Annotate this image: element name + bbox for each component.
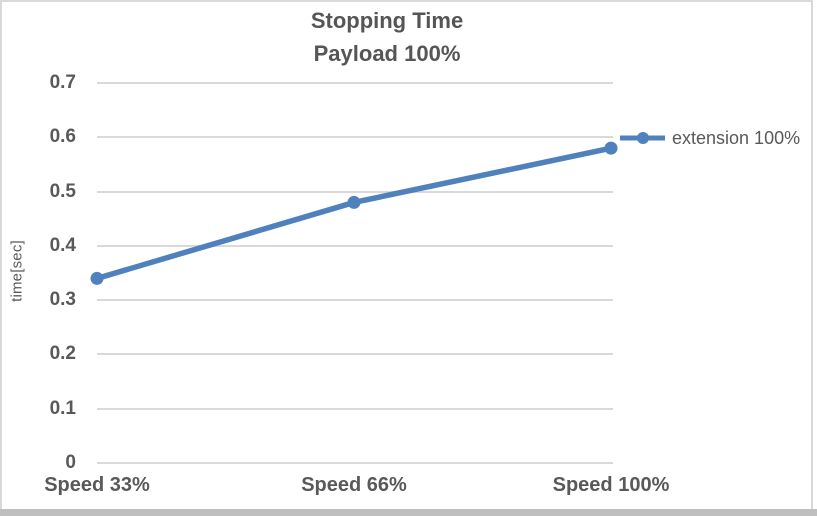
- legend-marker-icon: [620, 132, 665, 144]
- y-gridline: [97, 244, 613, 247]
- legend[interactable]: extension 100%: [619, 126, 800, 150]
- chart-title-line1: Stopping Time: [310, 8, 464, 33]
- y-gridline: [97, 353, 613, 356]
- y-axis-tick-label: 0.5: [49, 180, 76, 202]
- y-gridline: [97, 190, 613, 193]
- x-axis-category-label: Speed 100%: [552, 474, 670, 496]
- y-gridline: [97, 136, 613, 139]
- y-axis-tick-label: 0.4: [49, 234, 76, 256]
- y-axis-tick-label: 0.6: [49, 126, 76, 148]
- x-axis-category-label: Speed 33%: [44, 474, 150, 496]
- legend-series-label: extension 100%: [672, 127, 801, 148]
- y-gridline: [97, 299, 613, 302]
- y-axis-tick-label: 0: [65, 452, 76, 473]
- data-point-marker[interactable]: [90, 271, 104, 285]
- data-point-marker[interactable]: [604, 141, 618, 155]
- y-gridline: [97, 407, 613, 410]
- y-axis-tick-label: 0.1: [49, 397, 76, 419]
- window-bottom-edge: [0, 509, 817, 516]
- y-axis-tick-label: 0.3: [49, 289, 76, 311]
- series-line[interactable]: [94, 145, 614, 282]
- y-axis-tick-label: 0.7: [49, 72, 76, 93]
- chart-title: Stopping Time Payload 100%: [0, 4, 774, 70]
- y-gridline: [97, 462, 613, 464]
- x-axis-category-label: Speed 66%: [301, 474, 407, 496]
- chart-title-line2: Payload 100%: [313, 41, 461, 66]
- data-point-marker[interactable]: [347, 195, 361, 209]
- y-axis-tick-label: 0.2: [49, 343, 76, 365]
- y-gridline: [97, 82, 613, 84]
